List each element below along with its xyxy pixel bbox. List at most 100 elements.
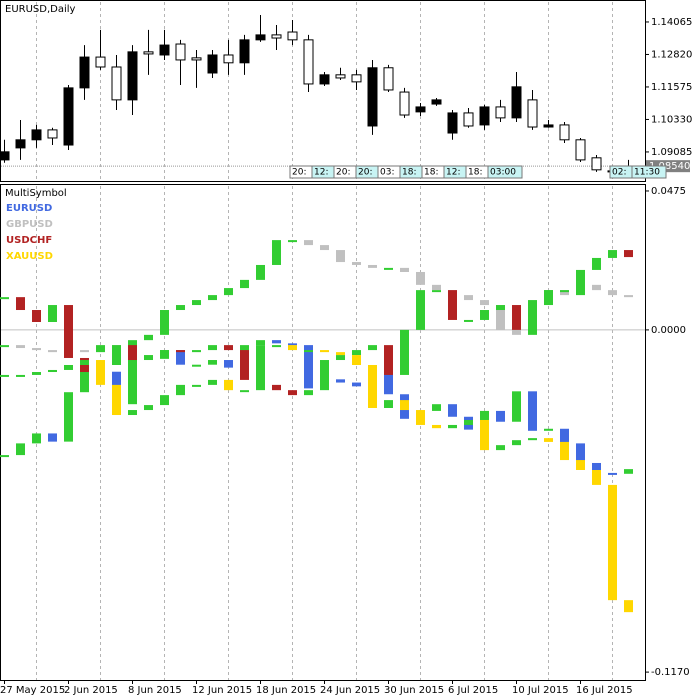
- symbol-candle: [352, 350, 361, 356]
- time-label: 18:: [468, 168, 482, 178]
- symbol-candle: [464, 295, 473, 301]
- symbol-candle: [224, 360, 233, 368]
- symbol-candle: [320, 360, 329, 391]
- symbol-candle: [48, 433, 57, 442]
- candle-body: [447, 112, 458, 134]
- y-tick-label: 1.14065: [651, 17, 692, 28]
- legend-label: USDCHF: [6, 235, 52, 246]
- symbol-candle: [128, 410, 137, 416]
- symbol-candle: [528, 305, 537, 330]
- candle-body: [207, 54, 218, 74]
- candle-body: [399, 91, 410, 116]
- symbol-candle: [528, 391, 537, 431]
- symbol-candle: [384, 345, 393, 375]
- y-tick-label: 0.0475: [651, 186, 686, 197]
- symbol-candle: [288, 343, 297, 346]
- candle-body: [367, 67, 378, 127]
- x-tick-label: 27 May 2015: [0, 685, 65, 696]
- symbol-candle: [192, 384, 201, 387]
- symbol-candle: [80, 360, 89, 365]
- symbol-candle: [240, 350, 249, 380]
- symbol-candle: [288, 345, 297, 351]
- symbol-candle: [592, 462, 601, 473]
- symbol-candle: [224, 345, 233, 351]
- candle-body: [575, 139, 586, 161]
- symbol-candle: [304, 350, 313, 353]
- symbol-candle: [320, 350, 329, 353]
- symbol-candle: [32, 372, 41, 375]
- candle-body: [47, 129, 58, 139]
- candle-body: [31, 129, 42, 141]
- symbol-candle: [64, 305, 73, 358]
- symbol-candle: [48, 350, 57, 353]
- symbol-candle: [576, 269, 585, 291]
- candle-body: [511, 86, 522, 119]
- symbol-candle: [176, 305, 185, 311]
- symbol-candle: [0, 455, 9, 458]
- candle-body: [63, 87, 74, 146]
- time-label: 12:: [314, 168, 328, 178]
- y-tick-label: -0.1170: [651, 667, 690, 678]
- symbol-candle: [176, 350, 185, 365]
- symbol-candle: [144, 355, 153, 361]
- symbol-candle: [384, 400, 393, 408]
- symbol-candle: [528, 438, 537, 441]
- symbol-candle: [192, 300, 201, 306]
- symbol-candle: [144, 405, 153, 411]
- symbol-candle: [128, 345, 137, 361]
- symbol-candle: [544, 438, 553, 442]
- symbol-candle: [192, 350, 201, 353]
- time-label-box: [631, 165, 667, 179]
- symbol-candle: [480, 300, 489, 306]
- symbol-candle: [592, 469, 601, 485]
- x-tick-label: 30 Jun 2015: [384, 685, 444, 696]
- candle-body: [495, 106, 506, 119]
- candle-body: [271, 34, 282, 39]
- symbol-candle: [192, 364, 201, 367]
- symbol-candle: [368, 264, 377, 268]
- symbol-candle: [256, 345, 265, 391]
- candle-body: [159, 44, 170, 56]
- candle-body: [175, 43, 186, 61]
- x-tick-label: 2 Jun 2015: [64, 685, 118, 696]
- symbol-candle: [32, 433, 41, 444]
- symbol-candle: [304, 345, 313, 389]
- symbol-candle: [96, 345, 105, 353]
- time-label-box: [487, 165, 523, 179]
- candle-body: [383, 67, 394, 91]
- symbol-candle: [400, 329, 409, 375]
- time-label: 12:: [446, 168, 460, 178]
- symbol-candle: [336, 352, 345, 356]
- symbol-candle: [304, 240, 313, 246]
- symbol-candle: [400, 267, 409, 272]
- candle-body: [303, 39, 314, 85]
- candle-body: [127, 51, 138, 101]
- symbol-candle: [208, 379, 217, 385]
- candle-body: [95, 56, 106, 68]
- candle-body: [319, 74, 330, 85]
- symbol-candle: [608, 484, 617, 601]
- symbol-candle: [432, 424, 441, 429]
- main-panel-frame: [0, 0, 646, 182]
- time-label: 03:00: [490, 168, 516, 178]
- symbol-candle: [384, 372, 393, 395]
- symbol-candle: [496, 410, 505, 422]
- symbol-candle: [16, 443, 25, 456]
- x-tick-label: 16 Jul 2015: [576, 685, 633, 696]
- y-tick-label: 0.0000: [651, 325, 686, 336]
- symbol-candle: [80, 362, 89, 393]
- symbol-candle: [432, 284, 441, 291]
- symbol-candle: [224, 288, 233, 296]
- symbol-candle: [432, 290, 441, 293]
- symbol-candle: [496, 305, 505, 311]
- symbol-candle: [624, 250, 633, 258]
- x-tick-label: 12 Jun 2015: [192, 685, 252, 696]
- symbol-candle: [368, 364, 377, 408]
- symbol-candle: [176, 350, 185, 353]
- y-tick-label: 1.11575: [651, 82, 692, 93]
- symbol-candle: [176, 384, 185, 396]
- symbol-candle: [432, 404, 441, 411]
- symbol-candle: [256, 264, 265, 280]
- candle-body: [111, 66, 122, 101]
- symbol-candle: [352, 262, 361, 265]
